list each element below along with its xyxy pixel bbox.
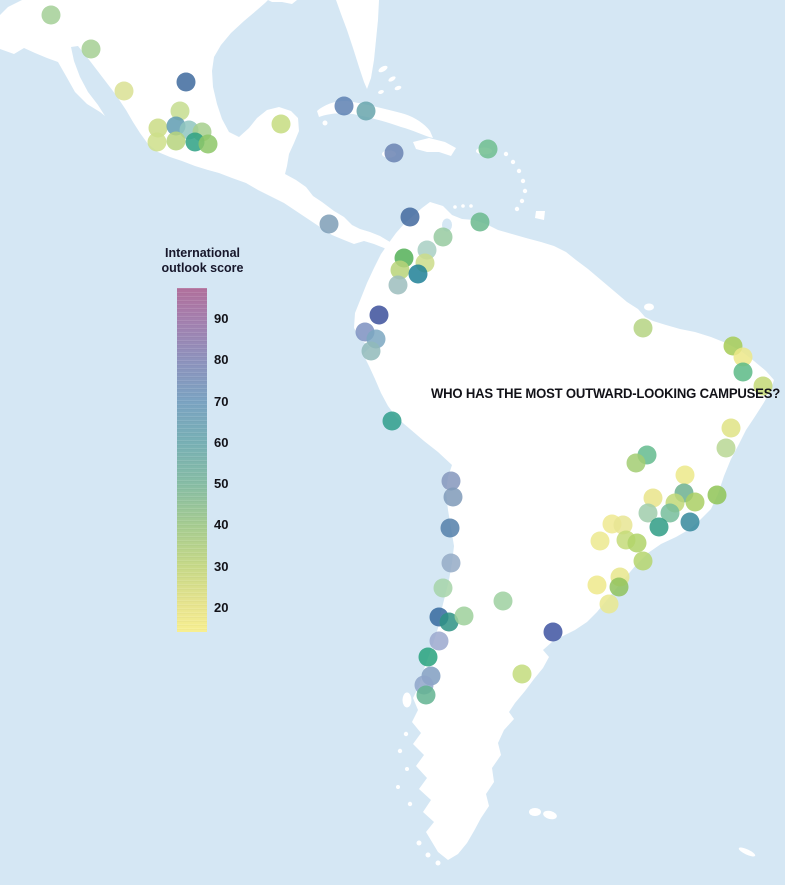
- chiloe-island: [402, 692, 412, 708]
- campus-dot: [441, 553, 461, 573]
- campus-dot: [643, 488, 663, 508]
- campus-dot: [707, 485, 727, 505]
- campus-dot: [408, 264, 428, 284]
- isla-juventud-island: [322, 120, 328, 126]
- south-america-landmass: [354, 202, 774, 860]
- campus-dot: [418, 647, 438, 667]
- campus-dot: [638, 503, 658, 523]
- campus-dot: [369, 305, 389, 325]
- campus-dot: [753, 376, 773, 396]
- campus-dot: [334, 96, 354, 116]
- lesser-antilles-islands: [503, 151, 528, 212]
- campus-dot: [470, 212, 490, 232]
- campus-dot: [198, 134, 218, 154]
- campus-dot: [433, 227, 453, 247]
- campus-dot: [675, 465, 695, 485]
- campus-dots-layer: [41, 5, 773, 705]
- hispaniola-island: [413, 138, 456, 156]
- campus-dot: [147, 132, 167, 152]
- campus-dot: [148, 118, 168, 138]
- campus-dot: [81, 39, 101, 59]
- marajo-island: [644, 303, 654, 311]
- campus-dot: [361, 341, 381, 361]
- abc-islands: [453, 204, 473, 209]
- south-georgia-island: [738, 847, 756, 857]
- campus-dot: [478, 139, 498, 159]
- campus-dot: [680, 512, 700, 532]
- trinidad-island: [535, 211, 545, 220]
- campus-dot: [400, 207, 420, 227]
- campus-dot: [443, 487, 463, 507]
- campus-dot: [441, 471, 461, 491]
- campus-dot: [356, 101, 376, 121]
- campus-dot: [733, 347, 753, 367]
- campus-dot: [512, 664, 532, 684]
- campus-dot: [440, 518, 460, 538]
- falkland-islands: [529, 808, 557, 820]
- campus-dot: [390, 260, 410, 280]
- campus-dot: [587, 575, 607, 595]
- campus-dot: [271, 114, 291, 134]
- campus-dot: [429, 631, 449, 651]
- campus-dot: [590, 531, 610, 551]
- campus-dot: [649, 517, 669, 537]
- campus-dot: [721, 418, 741, 438]
- campus-dot: [176, 72, 196, 92]
- campus-dot: [382, 411, 402, 431]
- campus-dot: [685, 492, 705, 512]
- campus-dot: [41, 5, 61, 25]
- campus-dot: [633, 318, 653, 338]
- campus-dot: [170, 101, 190, 121]
- campus-dot: [613, 515, 633, 535]
- campus-dot: [716, 438, 736, 458]
- campus-dot: [416, 685, 436, 705]
- campus-dot: [626, 453, 646, 473]
- campus-dot: [439, 612, 459, 632]
- florida-peninsula: [336, 0, 379, 89]
- campus-dot: [660, 503, 680, 523]
- campus-dot: [627, 533, 647, 553]
- campus-dot: [733, 362, 753, 382]
- campus-dot: [388, 275, 408, 295]
- cuba-island: [317, 101, 433, 138]
- map-title: WHO HAS THE MOST OUTWARD-LOOKING CAMPUSE…: [431, 386, 781, 401]
- campus-dot: [384, 143, 404, 163]
- campus-dot: [114, 81, 134, 101]
- campus-dot: [609, 577, 629, 597]
- campus-dot: [633, 551, 653, 571]
- campus-dot: [454, 606, 474, 626]
- campus-dot: [543, 622, 563, 642]
- campus-dot: [433, 578, 453, 598]
- campus-dot: [166, 131, 186, 151]
- bahamas-islands: [378, 65, 402, 94]
- campus-dot: [493, 591, 513, 611]
- campus-dot: [599, 594, 619, 614]
- campus-dot: [319, 214, 339, 234]
- chilean-islands: [396, 692, 441, 866]
